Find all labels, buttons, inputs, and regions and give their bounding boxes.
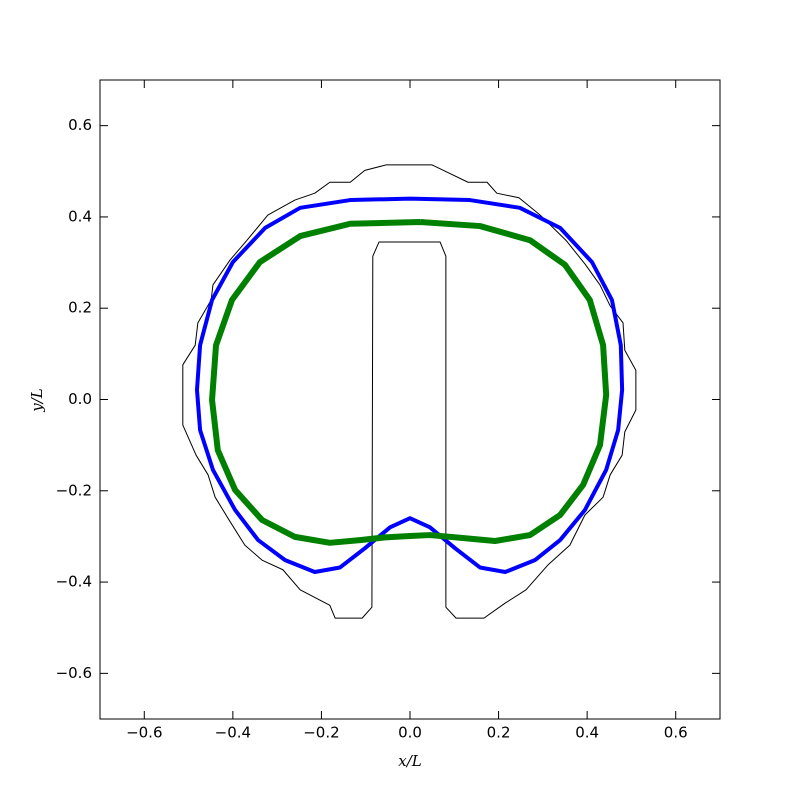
x-tick-label: −0.6 (126, 724, 162, 742)
x-axis-label: x/L (398, 752, 422, 770)
y-tick-label: −0.6 (56, 664, 92, 682)
y-axis-label: y/L (28, 388, 46, 413)
y-tick-label: 0.0 (68, 390, 92, 408)
x-tick-label: 0.6 (664, 724, 688, 742)
y-tick-label: −0.4 (56, 573, 92, 591)
y-tick-label: −0.2 (56, 481, 92, 499)
x-tick-label: 0.0 (398, 724, 422, 742)
y-tick-label: 0.2 (68, 299, 92, 317)
y-tick-label: 0.6 (68, 116, 92, 134)
x-tick-label: 0.4 (575, 724, 599, 742)
x-tick-label: −0.2 (303, 724, 339, 742)
series-line (194, 196, 625, 575)
y-tick-label: 0.4 (68, 207, 92, 225)
x-tick-label: −0.4 (215, 724, 251, 742)
x-tick-label: 0.2 (487, 724, 511, 742)
series-line (209, 218, 610, 546)
series-line (182, 164, 637, 619)
